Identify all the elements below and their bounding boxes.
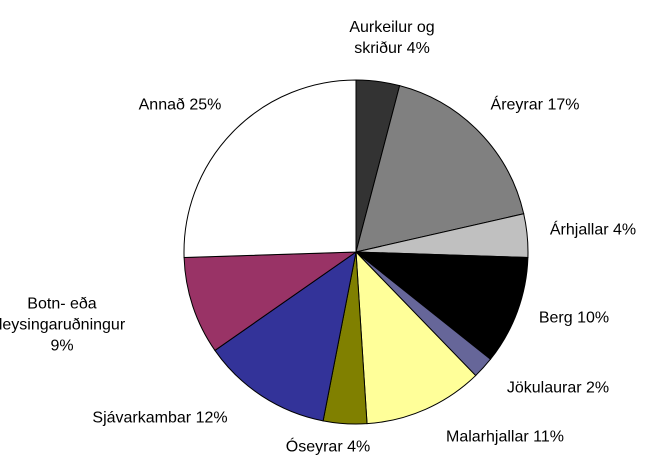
- category-label: Jökulaurar: [506, 379, 582, 397]
- category-label: Áreyrar: [490, 96, 543, 114]
- pie-slice: [355, 250, 477, 425]
- slice-label: Berg 10%: [539, 308, 609, 329]
- slice-label: Aurkeilur og skriður 4%: [332, 17, 452, 59]
- value-label: 9%: [50, 337, 74, 355]
- category-label: Berg: [538, 309, 573, 327]
- value-label: 4%: [613, 221, 637, 239]
- value-label: 10%: [577, 309, 610, 327]
- slice-label: Áreyrar 17%: [491, 95, 580, 116]
- pie-slice: [183, 79, 357, 259]
- value-label: 17%: [547, 96, 580, 114]
- value-label: 4%: [347, 438, 371, 456]
- value-label: 12%: [195, 409, 228, 427]
- pie-slice: [354, 251, 529, 360]
- value-label: 2%: [586, 379, 610, 397]
- category-label: Sjávarkambar: [92, 409, 192, 427]
- slice-label: Jökulaurar 2%: [507, 378, 609, 399]
- category-label: Árhjallar: [549, 221, 609, 239]
- value-label: 25%: [189, 96, 222, 114]
- slice-label: Malarhjallar 11%: [446, 427, 564, 448]
- pie-slice: [355, 85, 525, 253]
- category-label: Aurkeilur og skriður: [349, 19, 435, 57]
- category-label: Botn- eða leysingaruðningur: [0, 295, 126, 334]
- slice-label: Árhjallar 4%: [550, 220, 636, 241]
- slice-label: Óseyrar 4%: [286, 437, 370, 458]
- slice-label: Sjávarkambar 12%: [92, 408, 227, 429]
- pie-slice: [214, 250, 357, 422]
- slice-label: Annað 25%: [139, 95, 222, 116]
- pie-slice: [183, 251, 358, 352]
- value-label: 11%: [533, 428, 564, 446]
- slice-label: Botn- eða leysingaruðningur 9%: [0, 294, 132, 357]
- value-label: 4%: [406, 40, 430, 57]
- category-label: Óseyrar: [285, 438, 343, 456]
- category-label: Malarhjallar: [446, 428, 529, 446]
- category-label: Annað: [138, 96, 185, 114]
